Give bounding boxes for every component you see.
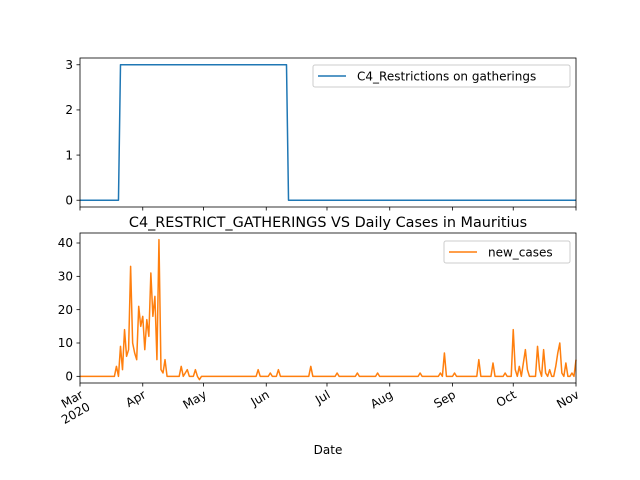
y-tick-label: 30 [58,270,73,284]
bottom-legend: new_cases [443,240,571,264]
x-tick-label: Oct [494,387,519,410]
x-tick-label: Sep [431,387,458,410]
x-tick-label: Jul [312,387,332,407]
y-tick-label: 0 [65,193,73,207]
x-tick-label-group: Apr [123,387,148,410]
top-y-ticks: 0 1 2 3 [65,58,80,207]
top-legend-box [312,64,571,88]
y-tick-label: 2 [65,103,73,117]
top-axes-frame [79,57,577,208]
x-tick-label-group: Nov [554,387,581,411]
x-tick-label: Nov [554,387,581,411]
top-subplot: 0 1 2 3 C4_Restrictions on gatherings [65,57,577,211]
x-tick-label: Aug [368,387,395,411]
bottom-subplot: C4_RESTRICT_GATHERINGS VS Daily Cases in… [58,215,582,457]
y-tick-label: 20 [58,303,73,317]
y-tick-label: 0 [65,370,73,384]
x-tick-label-group: May [181,387,209,412]
x-axis-label: Date [314,443,343,457]
x-tick-label-group: Aug [368,387,395,411]
chart-title: C4_RESTRICT_GATHERINGS VS Daily Cases in… [129,215,527,231]
x-tick-label-group: Jun [248,387,272,409]
bottom-legend-label: new_cases [488,246,553,260]
bottom-y-ticks: 0 10 20 30 40 [58,236,80,384]
x-tick-label-group: Oct [494,387,519,410]
restrictions-line [80,64,576,201]
x-tick-label: May [181,387,209,412]
bottom-legend-box [443,240,571,264]
x-tick-label: Jun [248,387,272,409]
y-tick-label: 3 [65,58,73,72]
y-tick-label: 1 [65,148,73,162]
x-tick-label-group: Jul [312,387,332,407]
top-legend: C4_Restrictions on gatherings [312,64,571,88]
top-x-ticks [79,207,577,211]
new-cases-line [80,238,577,381]
x-tick-label: Apr [123,387,148,410]
bottom-axes-frame [79,232,577,384]
top-legend-label: C4_Restrictions on gatherings [357,70,536,84]
x-tick-label-group: Sep [431,387,458,410]
y-tick-label: 40 [58,236,73,250]
y-tick-label: 10 [58,336,73,350]
